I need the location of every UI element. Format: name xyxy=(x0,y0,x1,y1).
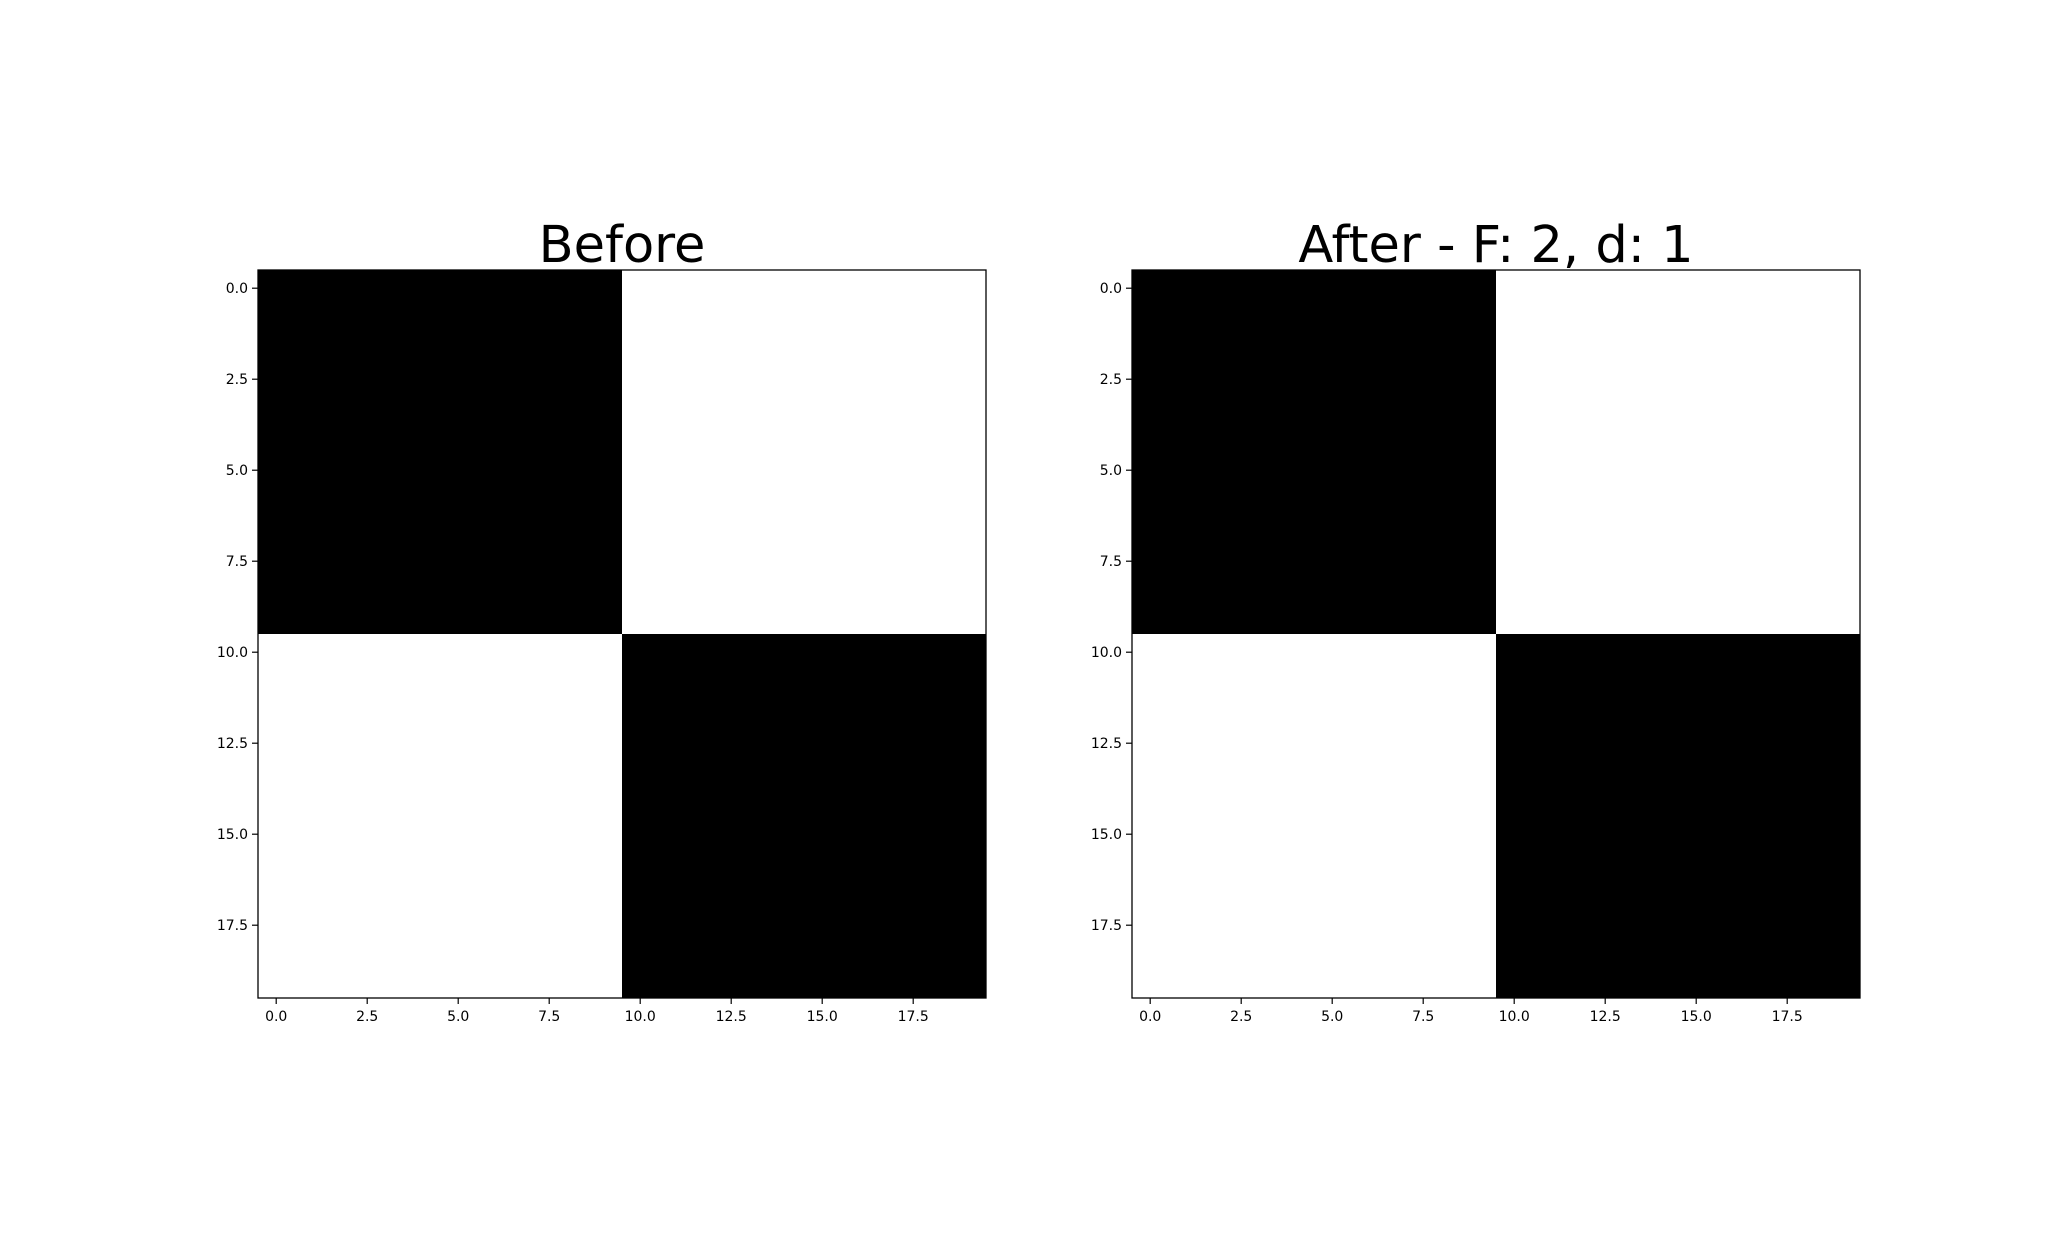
x-tick-label-before-5: 12.5 xyxy=(716,1009,747,1025)
heatmap-region-after-0 xyxy=(1132,270,1496,634)
axes-frame-after xyxy=(1131,269,1861,999)
heatmap-region-before-0 xyxy=(258,270,622,634)
y-tick-label-after-0: 0.0 xyxy=(1100,281,1122,297)
axes-frame-before xyxy=(257,269,987,999)
x-tick-label-before-4: 10.0 xyxy=(625,1009,656,1025)
panel-before: Before 0.0 2.5 5.0 7.5 10.0 12.5 15.0 17.5 0.0 2… xyxy=(217,216,987,1025)
y-tick-label-before-2: 5.0 xyxy=(226,463,248,479)
y-tick-label-after-6: 15.0 xyxy=(1091,827,1122,843)
y-tick-label-before-3: 7.5 xyxy=(226,554,248,570)
x-tick-label-before-7: 17.5 xyxy=(898,1009,929,1025)
panel-title-before: Before xyxy=(539,216,706,275)
x-tick-label-before-1: 2.5 xyxy=(356,1009,378,1025)
x-tick-label-after-7: 17.5 xyxy=(1772,1009,1803,1025)
heatmap-region-after-1 xyxy=(1496,270,1860,634)
y-tick-label-after-7: 17.5 xyxy=(1091,918,1122,934)
heatmap-region-before-3 xyxy=(622,634,986,998)
y-tick-label-before-0: 0.0 xyxy=(226,281,248,297)
y-tick-label-after-2: 5.0 xyxy=(1100,463,1122,479)
x-tick-label-after-6: 15.0 xyxy=(1681,1009,1712,1025)
y-tick-label-after-4: 10.0 xyxy=(1091,645,1122,661)
heatmap-region-before-2 xyxy=(258,634,622,998)
x-tick-label-after-3: 7.5 xyxy=(1412,1009,1434,1025)
x-tick-label-after-1: 2.5 xyxy=(1230,1009,1252,1025)
y-tick-label-before-5: 12.5 xyxy=(217,736,248,752)
y-tick-label-after-5: 12.5 xyxy=(1091,736,1122,752)
y-tick-label-before-6: 15.0 xyxy=(217,827,248,843)
x-tick-label-after-2: 5.0 xyxy=(1321,1009,1343,1025)
x-tick-label-before-0: 0.0 xyxy=(265,1009,287,1025)
x-axis-ticks-after: 0.0 2.5 5.0 7.5 10.0 12.5 15.0 17.5 xyxy=(1139,998,1803,1025)
y-tick-label-before-7: 17.5 xyxy=(217,918,248,934)
x-tick-label-before-2: 5.0 xyxy=(447,1009,469,1025)
x-tick-label-after-5: 12.5 xyxy=(1590,1009,1621,1025)
heatmap-cells-before xyxy=(258,270,986,998)
heatmap-cells-after xyxy=(1132,270,1860,998)
y-tick-label-before-1: 2.5 xyxy=(226,372,248,388)
panel-after: After - F: 2, d: 1 0.0 2.5 5.0 7.5 10.0 12.5 1… xyxy=(1091,216,1861,1025)
y-axis-ticks-after: 0.0 2.5 5.0 7.5 10.0 12.5 15.0 17.5 xyxy=(1091,281,1132,934)
x-tick-label-before-3: 7.5 xyxy=(538,1009,560,1025)
y-tick-label-after-1: 2.5 xyxy=(1100,372,1122,388)
y-tick-label-before-4: 10.0 xyxy=(217,645,248,661)
x-tick-label-before-6: 15.0 xyxy=(807,1009,838,1025)
heatmap-region-after-2 xyxy=(1132,634,1496,998)
y-tick-label-after-3: 7.5 xyxy=(1100,554,1122,570)
y-axis-ticks-before: 0.0 2.5 5.0 7.5 10.0 12.5 15.0 17.5 xyxy=(217,281,258,934)
x-tick-label-after-0: 0.0 xyxy=(1139,1009,1161,1025)
heatmap-region-after-3 xyxy=(1496,634,1860,998)
x-tick-label-after-4: 10.0 xyxy=(1499,1009,1530,1025)
panel-title-after: After - F: 2, d: 1 xyxy=(1298,216,1693,275)
heatmap-region-before-1 xyxy=(622,270,986,634)
x-axis-ticks-before: 0.0 2.5 5.0 7.5 10.0 12.5 15.0 17.5 xyxy=(265,998,929,1025)
